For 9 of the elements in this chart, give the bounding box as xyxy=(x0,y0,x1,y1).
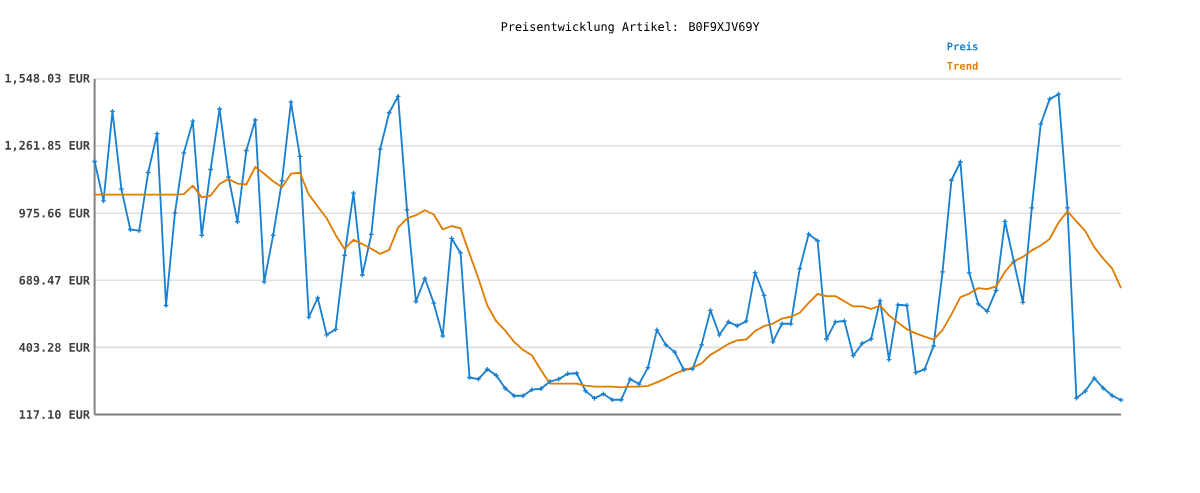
y-tick-label: 117.10 EUR xyxy=(19,409,90,419)
y-tick-label: 1,261.85 EUR xyxy=(5,140,90,152)
y-tick-label: 1,548.03 EUR xyxy=(5,73,90,84)
text: Trend xyxy=(947,61,978,70)
y-tick-label: 403.28 EUR xyxy=(19,342,90,352)
chart-title: Preisentwicklung Artikel: B0F9XJV69Y xyxy=(501,21,760,34)
y-tick-label: 975.66 EUR xyxy=(19,208,90,218)
text: Preis xyxy=(947,41,978,51)
y-tick-label: 689.47 EUR xyxy=(19,275,90,285)
